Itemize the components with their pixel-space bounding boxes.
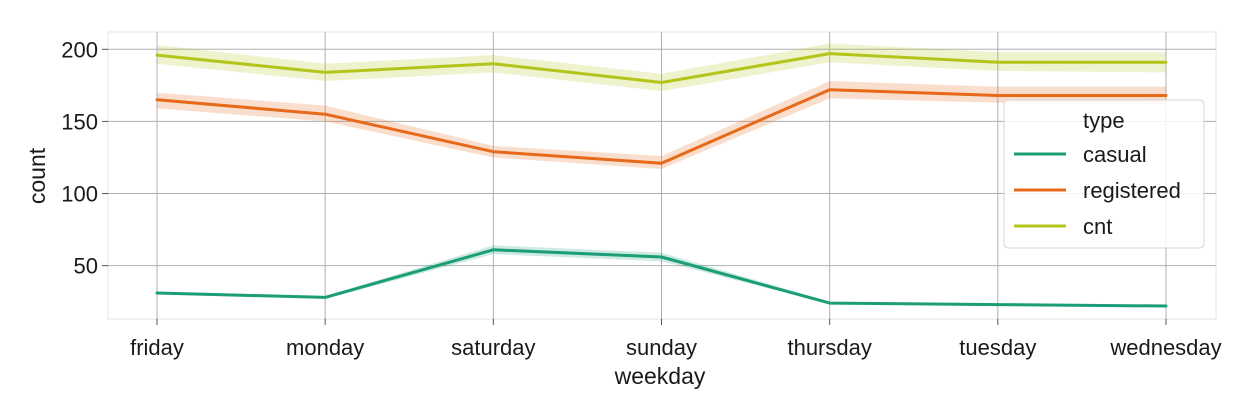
x-tick-label: wednesday xyxy=(1109,335,1221,360)
tick-label-layer: friday monday saturday sunday thursday tuesda… xyxy=(61,37,1221,360)
legend-label-registered: registered xyxy=(1083,178,1181,203)
legend-label-casual: casual xyxy=(1083,142,1147,167)
x-tick-label: tuesday xyxy=(959,335,1036,360)
x-tick-label: saturday xyxy=(451,335,535,360)
x-tick-label: monday xyxy=(286,335,364,360)
series-line-registered xyxy=(155,88,1168,165)
x-tick-label: friday xyxy=(130,335,184,360)
legend-frame xyxy=(1003,99,1205,249)
x-tick-label: thursday xyxy=(787,335,871,360)
x-tick-label: sunday xyxy=(626,335,697,360)
y-tick-label: 200 xyxy=(61,37,98,62)
y-tick-label: 50 xyxy=(74,254,98,279)
legend-items: casual registered cnt xyxy=(1014,142,1181,239)
x-axis-title: weekday xyxy=(614,363,706,389)
y-tick-label: 150 xyxy=(61,109,98,134)
ci-band-registered xyxy=(157,81,1166,169)
legend-label-cnt: cnt xyxy=(1083,214,1112,239)
legend: type casual registered cnt xyxy=(1003,99,1205,249)
series-line-layer xyxy=(155,52,1168,308)
y-axis-title: count xyxy=(24,147,50,204)
y-tick-label: 100 xyxy=(61,182,98,207)
ci-band-cnt xyxy=(157,43,1166,92)
series-line-cnt xyxy=(155,52,1168,84)
series-line-casual xyxy=(155,248,1168,308)
legend-title: type xyxy=(1083,108,1125,133)
